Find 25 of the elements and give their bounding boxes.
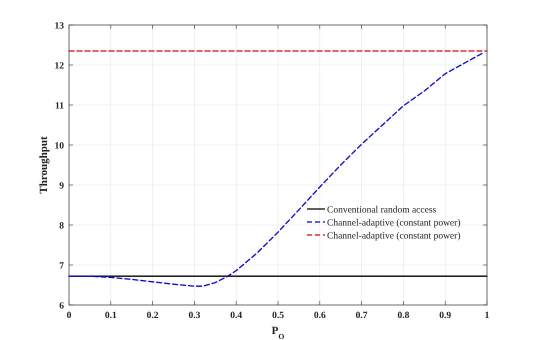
x-tick-label: 0.2 [146, 311, 159, 321]
x-tick-label: 0.9 [439, 311, 452, 321]
x-tick-label: 0.8 [397, 311, 410, 321]
x-tick-label: 0.4 [230, 311, 242, 321]
x-axis-title: P$_{O}$ [272, 325, 284, 340]
y-tick-label: 7 [59, 262, 64, 272]
y-tick-label: 10 [54, 142, 64, 152]
x-tick-label: 0 [66, 311, 72, 321]
legend-label: Channel-adaptive (constant power) [327, 218, 460, 228]
legend-label: Channel-adaptive (constant power) [327, 232, 460, 242]
y-tick-label: 6 [59, 302, 64, 312]
x-tick-label: 0.5 [272, 311, 284, 321]
y-axis-title: Throughput [38, 136, 50, 194]
x-tick-label: 0.6 [314, 311, 326, 321]
y-tick-label: 9 [59, 182, 64, 192]
legend-label: Conventional random access [327, 206, 437, 216]
x-tick-label: 0.7 [356, 311, 368, 321]
line-series [68, 52, 484, 287]
x-tick-label: 1 [484, 311, 490, 321]
y-tick-label: 11 [55, 102, 64, 112]
y-tick-label: 12 [54, 62, 64, 72]
x-tick-label: 0.1 [104, 311, 117, 321]
x-tick-label: 0.3 [188, 311, 201, 321]
y-tick-label: 13 [54, 22, 64, 32]
y-tick-label: 8 [59, 222, 64, 232]
